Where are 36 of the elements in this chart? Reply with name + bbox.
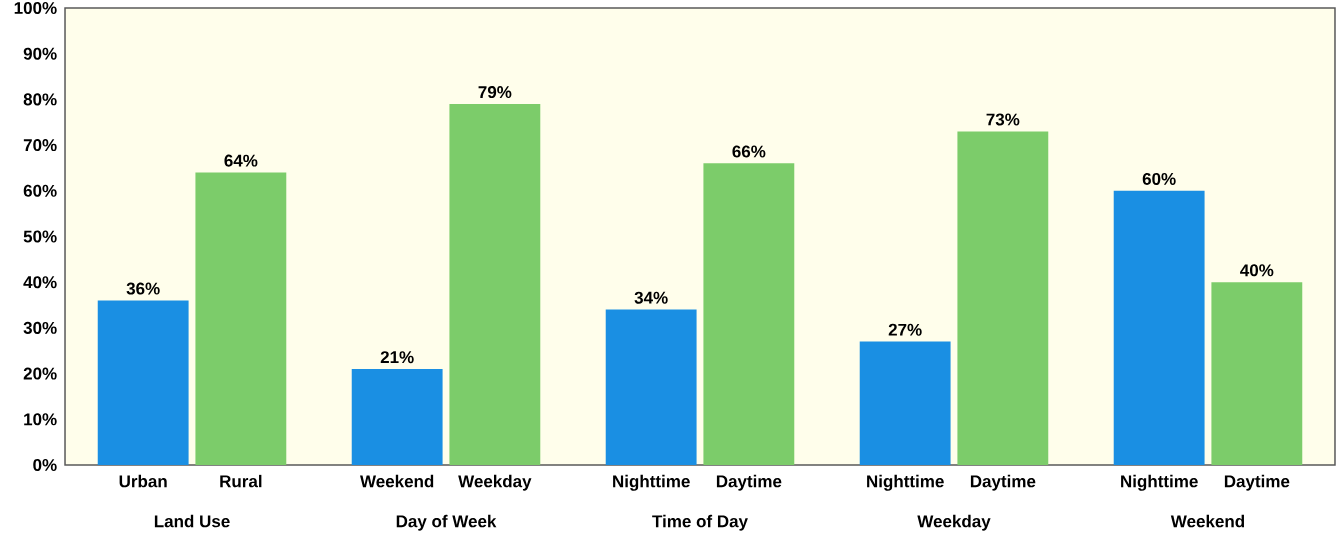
- text: Weekend: [1170, 514, 1245, 528]
- y-tick-label: 60%: [23, 184, 57, 197]
- y-tick-label: 20%: [23, 367, 57, 380]
- text: Day of Week: [396, 514, 497, 531]
- text: Time of Day: [652, 514, 748, 531]
- data-label: 64%: [224, 154, 258, 167]
- y-tick-label: 10%: [24, 413, 57, 426]
- x-tick-label: Daytime: [970, 474, 1036, 491]
- x-tick-label: Nighttime: [613, 474, 690, 491]
- y-tick-label: 50%: [23, 230, 57, 243]
- x-tick-label: Daytime: [716, 474, 782, 491]
- x-tick-label: Daytime: [1224, 474, 1290, 491]
- data-label: 34%: [634, 291, 668, 304]
- x-tick-label: Nighttime: [867, 474, 944, 491]
- x-tick-label: Weekend: [360, 474, 434, 488]
- y-tick-label: 0%: [33, 458, 57, 472]
- y-tick-label: 70%: [23, 139, 57, 152]
- y-tick-label: 100%: [14, 1, 57, 15]
- data-label: 79%: [478, 86, 512, 99]
- x-tick-label: Weekday: [458, 474, 532, 491]
- y-tick-label: 90%: [23, 47, 57, 60]
- data-label: 40%: [1240, 264, 1274, 277]
- x-tick-label: Urban: [119, 474, 167, 488]
- y-tick-label: 80%: [23, 93, 57, 106]
- y-tick-label: 40%: [23, 276, 57, 289]
- data-label: 27%: [888, 323, 922, 336]
- data-label: 60%: [1142, 172, 1176, 185]
- data-label: 21%: [380, 351, 414, 364]
- text: Weekday: [917, 514, 991, 531]
- data-label: 73%: [986, 113, 1020, 126]
- data-label: 36%: [126, 282, 160, 295]
- data-label: 66%: [732, 145, 766, 158]
- y-tick-label: 30%: [23, 321, 57, 334]
- x-tick-label: Nighttime: [1121, 474, 1198, 491]
- x-tick-label: Rural: [220, 474, 262, 488]
- text: Land Use: [154, 514, 230, 528]
